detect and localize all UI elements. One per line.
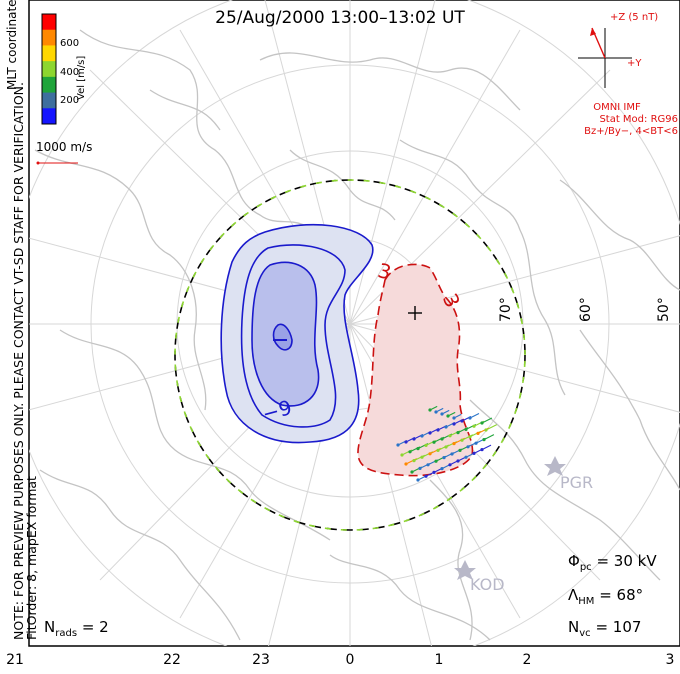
colorbar-label: Vel [m/s] [76, 55, 87, 100]
negative-contour-2 [240, 244, 346, 428]
latitude-label-70: 70° [498, 297, 514, 322]
colorbar-border [41, 13, 57, 125]
colorbar-tick-400: 400 [60, 67, 79, 78]
fit-order-note: FitOrder: 8, mapEX format [24, 476, 39, 640]
colorbar-swatch [42, 45, 56, 62]
positive-contour-label-1: 3 [375, 258, 394, 284]
hm-value: = 68° [599, 586, 644, 604]
colorbar-tick-200: 200 [60, 95, 79, 106]
velocity-vector [469, 413, 480, 419]
mlt-tick-23: 23 [252, 652, 270, 668]
plot-frame [28, 0, 680, 647]
mlt-tick-0: 0 [345, 652, 355, 668]
nrads-symbol: N [44, 618, 56, 636]
hm-symbol: Λ [568, 586, 579, 604]
radar-count: Nrads = 2 [44, 618, 109, 639]
colorbar-ticks: 600 400 200 [60, 38, 79, 106]
colorbar-tick-600: 600 [60, 38, 79, 49]
colorbar-swatch [42, 61, 56, 78]
velocity-vector [441, 409, 450, 415]
colorbar-swatch [42, 14, 56, 31]
colorbar-swatch [42, 92, 56, 109]
nrads-value: = 2 [81, 618, 109, 636]
velocity-vector [485, 424, 498, 431]
velocity-vector [483, 434, 495, 441]
mlt-tick-22: 22 [163, 652, 181, 668]
imf-z-label: +Z (5 nT) [610, 12, 659, 23]
positive-potential-cell [357, 263, 474, 477]
velocity-vectors [396, 405, 498, 482]
nvc-symbol: N [568, 618, 580, 636]
mlt-tick-2: 2 [522, 652, 532, 668]
velocity-colorbar [41, 13, 57, 125]
vector-scale-dot [36, 161, 40, 165]
imf-clock [578, 27, 632, 88]
station-pgr-label: PGR [560, 473, 593, 492]
colorbar-swatch [42, 29, 56, 46]
imf-source-label: OMNI IMF [593, 102, 641, 113]
imf-y-label: +Y [627, 58, 642, 69]
mlt-tick-1: 1 [434, 652, 444, 668]
potential-subscript: pc [579, 562, 592, 573]
colorbar-swatch [42, 108, 56, 125]
velocity-vector [481, 444, 492, 451]
hm-subscript: HM [578, 596, 595, 607]
vector-count: Nvc = 107 [568, 618, 641, 639]
boundary-dashes [174, 179, 526, 531]
station-kod-marker [454, 560, 476, 580]
imf-condition-label: Bz+/By−, 4<BT<6 [584, 126, 678, 137]
colorbar-swatch [42, 76, 56, 94]
velocity-vector [453, 413, 462, 419]
velocity-vector [435, 407, 444, 413]
potential-value: = 30 kV [596, 552, 657, 570]
velocity-vector [481, 417, 493, 424]
map-title: 25/Aug/2000 13:00–13:02 UT [215, 8, 465, 28]
potential-symbol: Φ [568, 552, 580, 570]
station-pgr-marker [544, 456, 566, 476]
coastlines [34, 29, 680, 641]
negative-contour-4 [272, 323, 293, 351]
velocity-vector [429, 405, 438, 411]
mlt-tick-3: 3 [665, 652, 675, 668]
nvc-subscript: vc [579, 628, 591, 639]
latitude-label-60: 60° [578, 297, 594, 322]
vector-scale-label: 1000 m/s [36, 140, 93, 154]
coordinate-system-label: MLT coordinates [5, 0, 19, 90]
mlt-tick-21: 21 [6, 652, 24, 668]
cross-polar-potential: Φpc = 30 kV [568, 552, 657, 573]
heppner-maynard-latitude: ΛHM = 68° [568, 586, 643, 607]
nvc-value: = 107 [595, 618, 642, 636]
pole-marker [408, 306, 422, 320]
station-kod-label: KOD [470, 575, 505, 594]
velocity-vector [447, 411, 456, 417]
latitude-label-50: 50° [656, 297, 672, 322]
nrads-subscript: rads [55, 628, 78, 639]
stat-model-label: Stat Mod: RG96 [599, 114, 678, 125]
